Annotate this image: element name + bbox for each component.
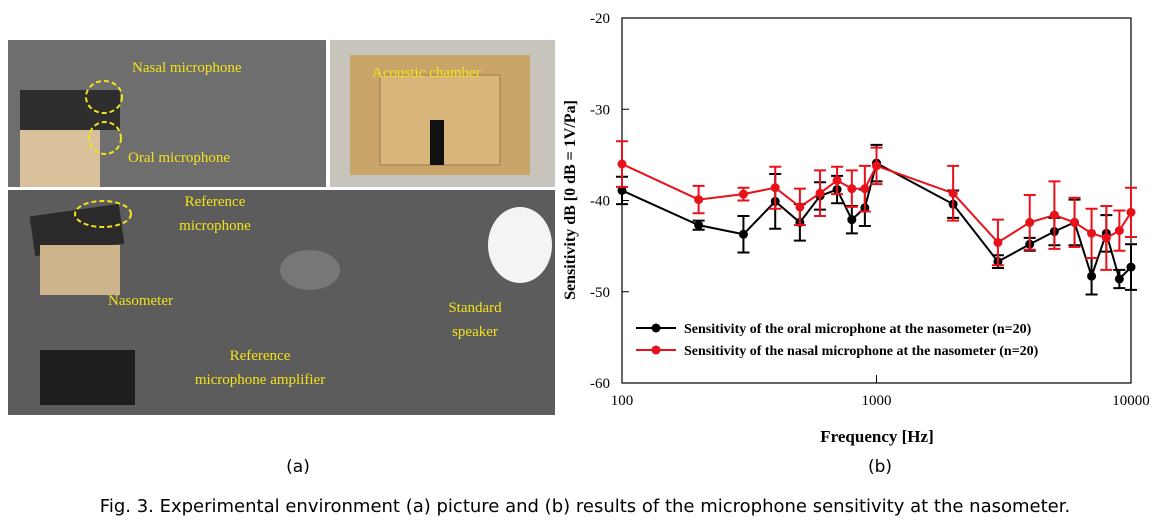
photo-label: Nasometer [108,293,173,309]
photo-label: microphone [179,218,251,234]
photo-label: Standard [448,300,502,316]
data-point [832,175,842,185]
y-tick-label: -50 [590,285,610,301]
data-point [770,183,780,193]
legend-label: Sensitivity of the nasal microphone at t… [684,344,1039,359]
data-point [694,195,704,205]
data-point [1025,217,1035,227]
data-point [993,237,1003,247]
photo: Nasal microphone Oral microphone Acousti… [8,40,555,415]
panel-label: (a) [286,457,310,477]
data-point [1049,210,1059,220]
photo-label: Reference [230,348,291,364]
photo-label: Oral microphone [128,150,230,166]
data-point [948,188,958,198]
data-point [847,215,857,225]
legend-label: Sensitivity of the oral microphone at th… [684,322,1032,337]
photo-label: Reference [185,194,246,210]
photo-label: speaker [452,324,498,340]
data-point [1070,217,1080,227]
y-tick-label: -30 [590,102,610,118]
y-tick-label: -60 [590,376,610,392]
x-tick-label: 1000 [862,393,892,409]
data-point [1087,271,1097,281]
photo-label: Acoustic chamber [372,65,481,81]
legend-marker [651,323,661,333]
legend-marker [651,345,661,355]
data-point [1126,207,1136,217]
photo-label: Nasal microphone [132,60,242,76]
data-point [1114,274,1124,284]
data-point [1126,262,1136,272]
x-axis-label: Frequency [Hz] [820,427,933,446]
data-point [738,189,748,199]
y-axis-label: Sensitivity dB [0 dB = 1V/Pa] [562,100,579,300]
data-point [1101,233,1111,243]
panel-label: (b) [868,457,892,477]
data-point [872,161,881,171]
data-point [1114,226,1124,236]
data-point [815,188,825,198]
caption: Fig. 3. Experimental environment (a) pic… [100,496,1070,517]
data-point [795,202,805,212]
data-point [694,220,704,230]
data-point [847,184,857,194]
data-point [617,185,627,195]
data-point [617,159,627,169]
photo-label: microphone amplifier [195,372,325,388]
y-tick-label: -40 [590,194,610,210]
x-tick-label: 10000 [1112,393,1150,409]
x-tick-label: 100 [611,393,634,409]
data-point [1087,228,1097,238]
y-tick-label: -20 [590,11,610,27]
data-point [860,184,870,194]
data-point [738,229,748,239]
